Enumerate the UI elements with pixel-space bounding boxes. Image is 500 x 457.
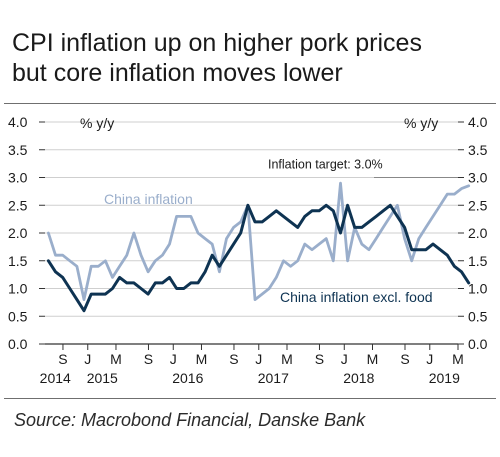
y-tick-label-right: 4.0 bbox=[468, 114, 488, 130]
x-tick-label: M bbox=[196, 351, 208, 367]
y-axis-label-right: % y/y bbox=[404, 115, 438, 131]
label-layer: Inflation target: 3.0% China inflation Chi… bbox=[104, 158, 433, 306]
x-tick-label: M bbox=[281, 351, 293, 367]
x-year-label: 2019 bbox=[429, 370, 460, 386]
china-inflation-line bbox=[47, 181, 471, 302]
bottom-divider bbox=[4, 398, 496, 399]
y-tick-label-right: 2.5 bbox=[468, 197, 488, 213]
chart: 0.0 0.0 0.5 0.5 1.0 1.0 1.5 1.5 2.0 2.0 2.5 2.5 3.0 3… bbox=[8, 114, 488, 386]
x-tick-label: S bbox=[400, 351, 409, 367]
x-tick-label: J bbox=[426, 351, 433, 367]
grid-layer bbox=[45, 121, 458, 317]
x-tick-label: M bbox=[367, 351, 379, 367]
x-year-label: 2015 bbox=[87, 370, 118, 386]
y-tick-label-left: 1.5 bbox=[8, 253, 28, 269]
x-year-label: 2014 bbox=[40, 370, 71, 386]
x-tick-label: S bbox=[144, 351, 153, 367]
y-tick-label-right: 3.0 bbox=[468, 170, 488, 186]
y-tick-label-right: 1.0 bbox=[468, 281, 488, 297]
x-year-label: 2016 bbox=[172, 370, 203, 386]
chart-title: CPI inflation up on higher pork prices b… bbox=[12, 28, 492, 88]
chart-title-line-1: CPI inflation up on higher pork prices bbox=[12, 29, 422, 57]
inflation-target-label: Inflation target: 3.0% bbox=[268, 158, 383, 172]
china-inflation-excl-food-line bbox=[46, 203, 471, 313]
y-tick-label-left: 0.0 bbox=[8, 336, 28, 352]
china-inflation-label: China inflation bbox=[104, 191, 193, 207]
china-inflation-excl-food-label: China inflation excl. food bbox=[280, 289, 433, 305]
y-tick-label-right: 1.5 bbox=[468, 253, 488, 269]
y-tick-label-left: 2.0 bbox=[8, 225, 28, 241]
y-tick-label-left: 3.5 bbox=[8, 142, 28, 158]
y-tick-label-left: 4.0 bbox=[8, 114, 28, 130]
y-axis-label-left: % y/y bbox=[80, 115, 114, 131]
x-tick-label: J bbox=[84, 351, 91, 367]
chart-title-line-2: but core inflation moves lower bbox=[12, 59, 343, 87]
y-tick-label-left: 2.5 bbox=[8, 197, 28, 213]
y-tick-label-right: 0.0 bbox=[468, 336, 488, 352]
y-tick-label-left: 3.0 bbox=[8, 170, 28, 186]
y-tick-label-right: 3.5 bbox=[468, 142, 488, 158]
x-tick-label: M bbox=[110, 351, 122, 367]
y-tick-label-right: 2.0 bbox=[468, 225, 488, 241]
series-layer bbox=[46, 177, 471, 313]
source-note: Source: Macrobond Financial, Danske Bank bbox=[14, 410, 366, 430]
x-tick-label: J bbox=[170, 351, 177, 367]
y-tick-label-left: 1.0 bbox=[8, 281, 28, 297]
x-tick-label: S bbox=[315, 351, 324, 367]
x-year-label: 2018 bbox=[343, 370, 374, 386]
x-year-label: 2017 bbox=[258, 370, 289, 386]
y-tick-label-right: 0.5 bbox=[468, 308, 488, 324]
x-tick-label: S bbox=[229, 351, 238, 367]
x-tick-label: M bbox=[452, 351, 464, 367]
x-tick-label: S bbox=[58, 351, 67, 367]
x-tick-label: J bbox=[255, 351, 262, 367]
axis-layer: 0.0 0.0 0.5 0.5 1.0 1.0 1.5 1.5 2.0 2.0 2.5 2.5 3.0 3… bbox=[8, 114, 488, 386]
y-tick-label-left: 0.5 bbox=[8, 308, 28, 324]
top-divider bbox=[4, 103, 496, 104]
x-tick-label: J bbox=[341, 351, 348, 367]
